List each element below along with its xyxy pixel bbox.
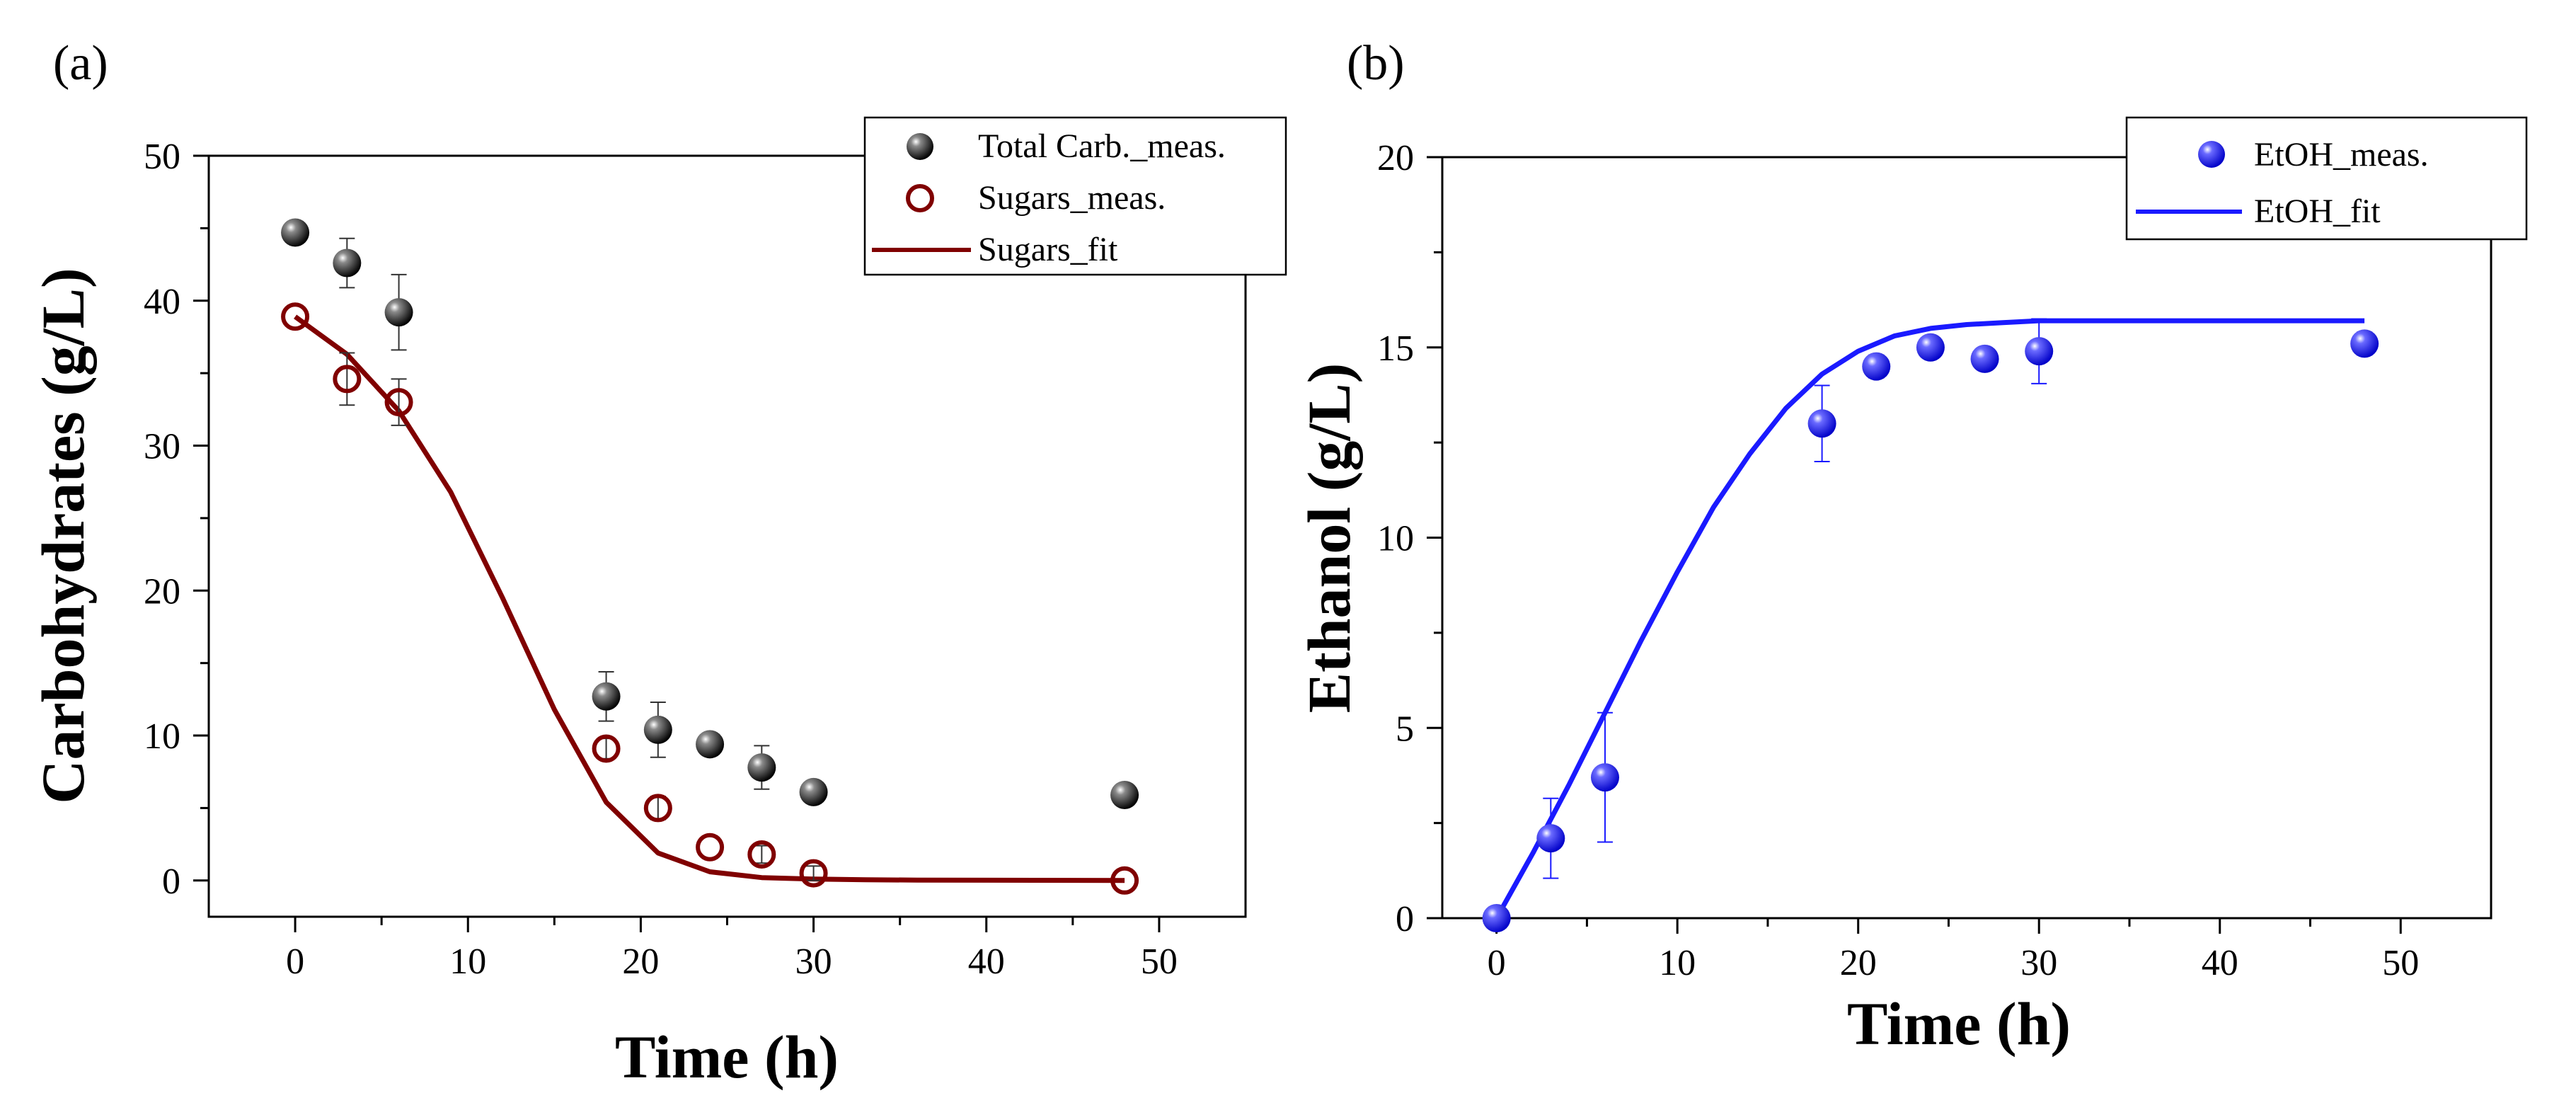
data-point [2025,337,2054,366]
data-point [643,794,672,823]
y-tick-label: 40 [144,282,180,322]
data-point [1970,344,1999,373]
y-tick-label: 10 [144,716,180,757]
data-point [281,218,310,247]
y-tick-label: 20 [1377,138,1414,178]
data-point [1862,352,1891,381]
y-tick-label: 20 [144,571,180,612]
x-axis-ticks-b: 0 10 20 30 40 50 [1488,918,2419,983]
data-point [281,302,310,331]
data-point [643,715,672,744]
data-point [747,753,776,782]
data-point [1916,333,1945,362]
y-axis-ticks-b: 0 5 10 15 20 [1377,138,1442,939]
data-point [799,777,828,806]
y-tick-label: 0 [162,862,180,902]
series-b [1482,318,2379,932]
data-point [696,730,725,759]
series-a [281,218,1139,895]
data-point [1536,824,1565,853]
chart-b: (b) 0 10 20 30 40 50 0 5 10 15 20 Time (h) Ethano… [1295,36,2528,1058]
legend-marker-sugars [906,184,934,212]
fit-line-EtOH_fit [1494,318,2365,920]
data-point [592,734,621,763]
legend-box-b [2125,116,2528,241]
y-axis-title-b: Ethanol (g/L) [1295,363,1363,714]
y-tick-label: 50 [144,137,180,177]
x-tick-label: 30 [795,942,832,982]
panel-label-a: (a) [53,36,108,91]
chart-a: (a) 0 10 20 30 40 50 0 10 20 30 40 50 Time (h) Car… [29,36,1287,1091]
legend-label-total-carb: Total Carb._meas. [978,127,1226,165]
x-axis-title-a: Time (h) [615,1023,839,1091]
data-point [333,248,362,278]
legend-marker-etoh-meas [2198,141,2225,168]
x-tick-label: 0 [1488,943,1506,983]
legend-label-sugars-meas: Sugars_meas. [978,179,1166,217]
data-point [1110,781,1139,809]
data-point [747,840,776,869]
plot-frame-b [1441,156,2492,920]
y-tick-label: 10 [1377,519,1414,559]
legend-label-sugars-fit: Sugars_fit [978,231,1118,268]
y-tick-label: 30 [144,427,180,467]
x-axis-title-b: Time (h) [1847,990,2071,1058]
data-point [2350,329,2379,358]
x-tick-label: 30 [2020,943,2057,983]
legend-label-etoh-fit: EtOH_fit [2254,193,2381,230]
data-point [1110,866,1139,895]
x-tick-label: 50 [1141,942,1178,982]
legend-b: EtOH_meas. EtOH_fit [2125,116,2528,241]
x-tick-label: 40 [968,942,1005,982]
data-point [592,682,621,711]
x-tick-label: 50 [2382,943,2419,983]
x-axis-ticks-a: 0 10 20 30 40 50 [286,917,1178,982]
legend-marker-total-carb [907,133,933,160]
x-tick-label: 10 [1659,943,1696,983]
data-point [1807,409,1836,438]
x-tick-label: 0 [286,942,304,982]
legend-label-etoh-meas: EtOH_meas. [2254,136,2429,173]
y-tick-label: 5 [1396,709,1414,749]
data-point [384,388,413,417]
panel-label-b: (b) [1347,36,1405,91]
y-axis-ticks-a: 0 10 20 30 40 50 [144,137,209,902]
fit-line-Sugars_fit [294,314,1125,883]
data-point [333,365,362,394]
x-tick-label: 10 [449,942,486,982]
x-tick-label: 20 [622,942,659,982]
data-point [384,298,413,327]
y-tick-label: 15 [1377,328,1414,369]
x-tick-label: 20 [1840,943,1877,983]
legend-a: Total Carb._meas. Sugars_meas. Sugars_fi… [863,116,1287,276]
data-point [799,859,828,888]
y-tick-label: 0 [1396,899,1414,939]
data-point [696,832,725,862]
y-axis-title-a: Carbohydrates (g/L) [29,268,97,803]
data-point [1590,763,1619,792]
x-tick-label: 40 [2202,943,2238,983]
data-point [1482,904,1511,932]
